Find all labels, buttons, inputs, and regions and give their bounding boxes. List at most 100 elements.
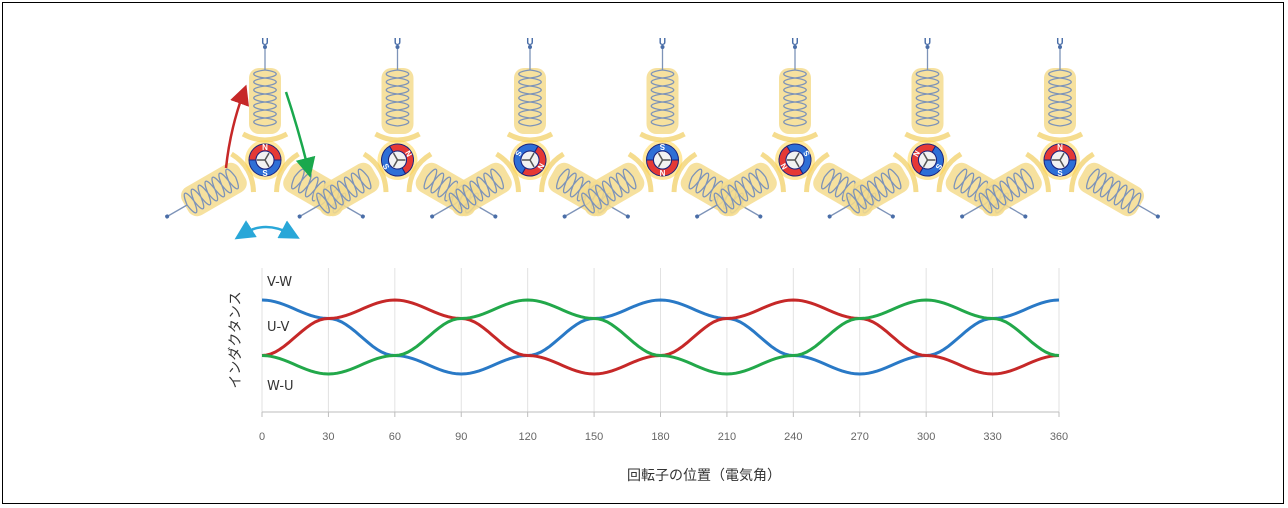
pole-shoe [904,131,951,143]
pole-n-label: N [911,149,922,159]
pole-shoe [639,131,686,143]
x-tick-label-1: 30 [322,431,334,443]
coil-winding [385,69,410,127]
coil-winding [253,69,277,127]
terminal-dot [1155,214,1160,219]
terminal-dot [793,45,797,49]
pole-s-label: S [513,149,524,159]
terminal-label: U [924,37,931,48]
coil-arm-0 [374,45,421,143]
terminal-dot [493,214,498,219]
terminal-dot [430,214,435,219]
x-tick-label-5: 150 [585,431,603,443]
hub-spoke-2 [392,152,399,161]
coil-lead [697,204,718,217]
pole-shoe [506,131,554,143]
terminal-dot [625,214,630,219]
terminal-label: U [261,37,268,48]
pole-s-label: S [934,162,945,172]
terminal-dot [528,45,532,49]
pole-n-label: N [659,168,665,177]
series-label-w-u: W-U [267,379,294,394]
hub-spoke-0 [529,159,535,168]
x-tick-label-3: 90 [455,431,467,443]
terminal-dot [360,214,365,219]
coil-lead [300,204,320,217]
coil-arm-0 [506,45,554,143]
terminal-label: U [526,37,533,48]
x-axis-label: 回転子の位置（電気角） [627,468,781,484]
x-tick-label-0: 0 [259,431,265,443]
pole-s-label: S [659,142,665,151]
hub-spoke-0 [1059,152,1065,161]
coil-lead [565,204,585,217]
pole-s-label: S [262,169,268,178]
coil-arm-0 [771,45,819,143]
coil-lead [830,204,850,217]
rotor: NS [907,140,948,180]
inductance-chart: 0 30 60 90 120 150 180 210 240 270 300 330 360 V-W U-V… [228,268,1068,484]
pole-shoe [1036,131,1084,143]
terminal-dot [960,214,965,219]
coil-winding [650,69,675,127]
terminal-label: U [394,37,401,48]
coil-arm-2 [165,151,256,219]
pole-n-label: N [1057,143,1063,152]
x-tick-label-2: 60 [389,431,401,443]
terminal-dot [297,214,302,219]
coil-winding [316,168,372,214]
coil-winding [518,69,542,127]
terminal-dot [395,45,400,49]
coil-arm-2 [827,151,919,219]
pole-shoe [374,131,421,143]
hub-spoke-1 [794,152,800,161]
hub-spoke-0 [264,152,270,161]
x-tick-label-12: 360 [1050,431,1068,443]
pole-s-label: S [801,148,812,158]
terminal-dot [890,214,895,219]
coil-winding [915,69,940,127]
coil-lead [1137,204,1158,217]
terminal-dot [1023,214,1028,219]
coil-winding [581,168,637,214]
coil-core [445,162,512,217]
hub-spoke-1 [1059,159,1065,168]
pole-n-label: N [262,143,268,152]
x-tick-label-8: 240 [784,431,802,443]
coil-winding [1086,168,1142,214]
pole-n-label: N [403,149,414,159]
coil-winding [846,168,902,214]
hub-spoke-0 [657,159,664,168]
x-tick-label-6: 180 [651,431,669,443]
coil-winding [783,69,807,127]
coil-core [1078,162,1145,217]
terminal-dot [660,45,665,49]
motor-5: UNS [827,37,1028,219]
rotor: NS [510,140,550,180]
terminal-dot [695,214,700,219]
rotor: NS [1040,140,1080,180]
coil-lead [432,204,453,217]
terminal-dot [562,214,567,219]
coil-core [975,162,1042,217]
y-axis-label: インダクタンス [228,291,244,388]
hub-spoke-0 [922,152,929,161]
pole-s-label: S [1057,169,1063,178]
x-tick-label-10: 300 [917,431,935,443]
coil-lead [167,204,188,217]
motor-4: UNS [695,37,895,219]
pole-n-label: N [535,161,546,171]
terminal-dot [1058,45,1062,49]
pole-n-label: N [779,161,790,171]
coil-winding [448,168,504,214]
x-tick-label-4: 120 [518,431,536,443]
rotor: NS [642,140,683,180]
rotor: NS [245,140,285,180]
coil-winding [1048,69,1072,127]
coil-arm-0 [904,45,951,143]
motor-6: UNS [960,37,1160,219]
flux-arrow-green [284,91,316,178]
terminal-dot [758,214,763,219]
